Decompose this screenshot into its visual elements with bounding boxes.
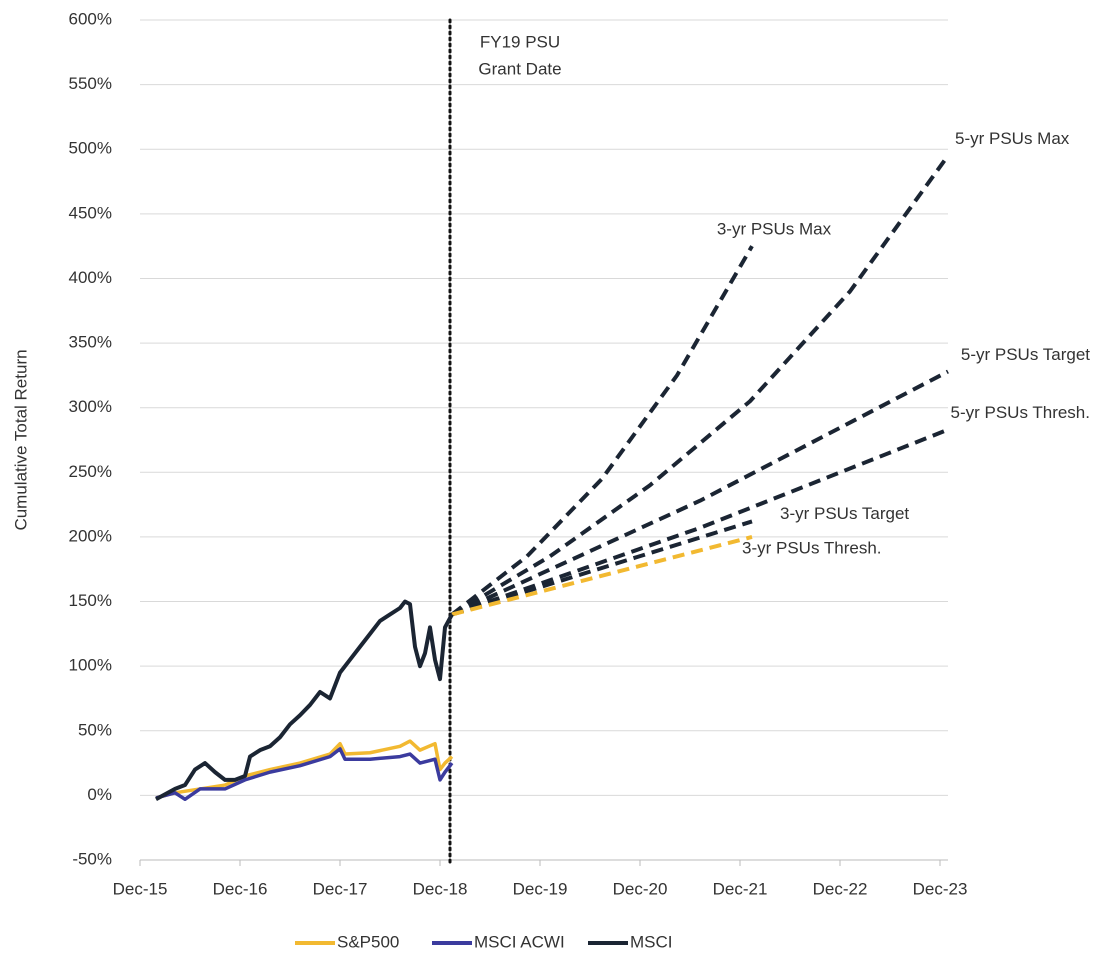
annotation: Grant Date — [478, 59, 561, 78]
x-tick-label: Dec-19 — [513, 879, 568, 898]
x-tick-label: Dec-18 — [413, 879, 468, 898]
projection-label: 3-yr PSUs Thresh. — [742, 538, 882, 557]
x-tick-label: Dec-22 — [813, 879, 868, 898]
x-tick-label: Dec-17 — [313, 879, 368, 898]
legend-label: MSCI — [630, 932, 673, 951]
x-tick-label: Dec-20 — [613, 879, 668, 898]
y-tick-label: 100% — [69, 656, 112, 675]
projection-line — [451, 534, 753, 617]
y-tick-label: 500% — [69, 139, 112, 158]
annotation: FY19 PSU — [480, 32, 560, 51]
series-line — [155, 747, 454, 802]
x-tick-label: Dec-23 — [913, 879, 968, 898]
projection-line — [451, 369, 949, 617]
y-tick-label: 150% — [69, 591, 112, 610]
projection-line — [450, 245, 754, 617]
projection-line — [450, 154, 950, 617]
projection-label: 5-yr PSUs Max — [955, 129, 1070, 148]
x-tick-label: Dec-21 — [713, 879, 768, 898]
projection-line — [451, 519, 753, 617]
y-tick-label: 200% — [69, 526, 112, 545]
y-tick-label: 600% — [69, 9, 112, 28]
y-tick-label: 300% — [69, 397, 112, 416]
projection-label: 3-yr PSUs Target — [780, 504, 909, 523]
y-tick-label: -50% — [72, 849, 112, 868]
x-tick-label: Dec-16 — [213, 879, 268, 898]
x-tick-label: Dec-15 — [113, 879, 168, 898]
projection-label: 5-yr PSUs Thresh. — [950, 403, 1090, 422]
y-tick-label: 50% — [78, 720, 112, 739]
projection-label: 3-yr PSUs Max — [717, 220, 832, 239]
series-line — [155, 739, 454, 800]
y-tick-label: 550% — [69, 74, 112, 93]
projection-line — [451, 427, 949, 617]
y-tick-label: 400% — [69, 268, 112, 287]
y-axis-label: Cumulative Total Return — [11, 349, 30, 530]
y-tick-label: 250% — [69, 462, 112, 481]
y-tick-label: 0% — [87, 785, 112, 804]
y-tick-label: 450% — [69, 203, 112, 222]
y-tick-label: 350% — [69, 333, 112, 352]
legend-label: S&P500 — [337, 932, 399, 951]
series-line — [155, 599, 454, 802]
projection-label: 5-yr PSUs Target — [961, 345, 1090, 364]
legend-label: MSCI ACWI — [474, 932, 565, 951]
